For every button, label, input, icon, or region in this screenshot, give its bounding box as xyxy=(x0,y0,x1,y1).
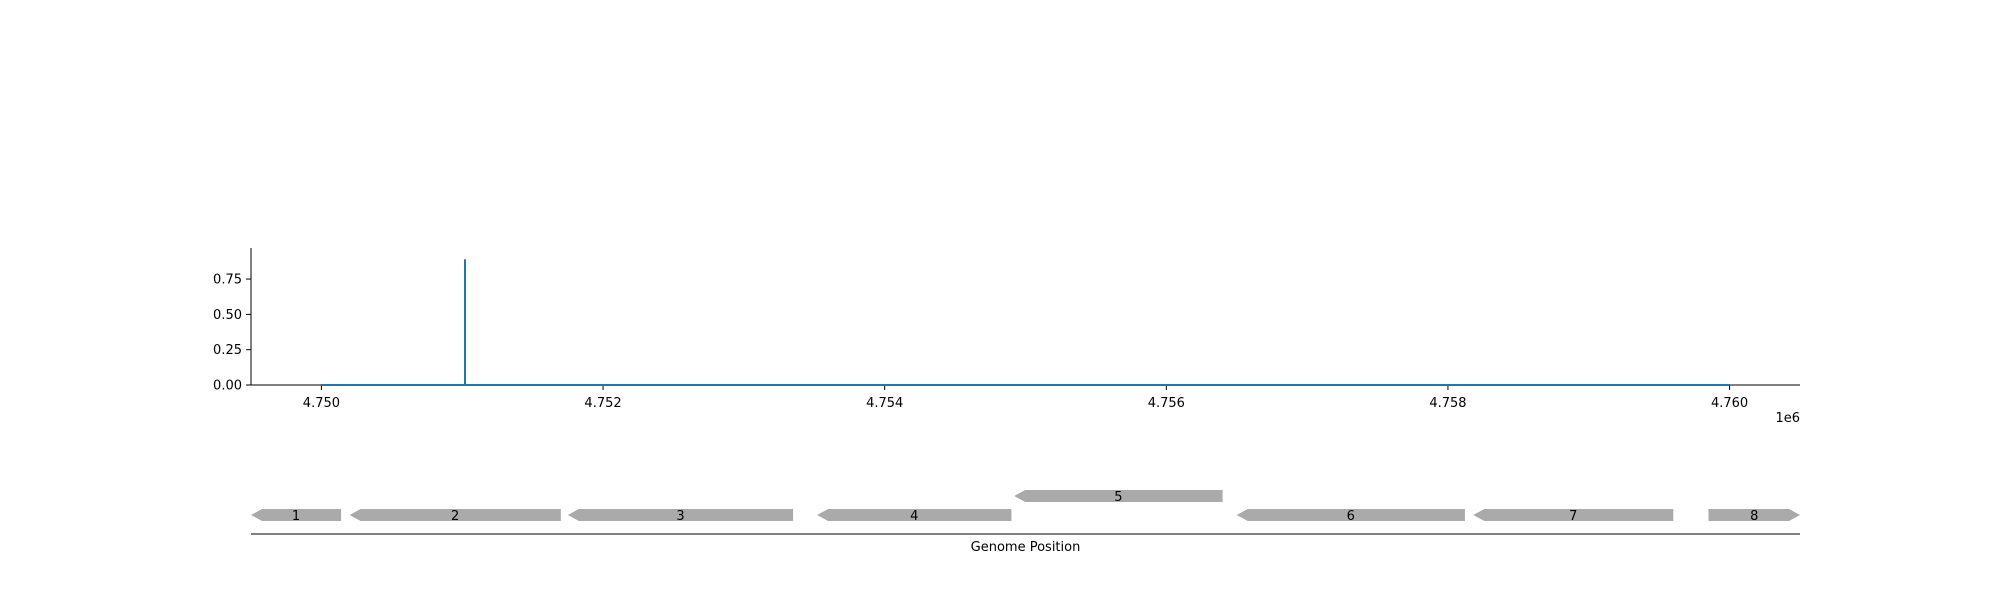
gene-label: 6 xyxy=(1347,509,1355,524)
x-tick-label: 4.752 xyxy=(584,396,621,411)
y-tick-label: 0.75 xyxy=(213,273,242,288)
gene-arrow xyxy=(251,509,342,521)
gene-arrow xyxy=(1473,509,1674,521)
gene-label: 5 xyxy=(1114,490,1122,505)
genes: 1 2 3 4 5 6 7 8 xyxy=(251,490,1800,524)
x-tick-label: 4.750 xyxy=(303,396,340,411)
coverage-series-line xyxy=(321,259,1730,386)
gene-arrow xyxy=(349,509,561,521)
gene-arrow xyxy=(567,509,794,521)
gene-label: 1 xyxy=(292,509,300,524)
y-tick-label: 0.50 xyxy=(213,308,242,323)
gene-track: 1 2 3 4 5 6 7 8 Genome Position xyxy=(251,490,1800,555)
x-offset-label: 1e6 xyxy=(1775,411,1800,426)
x-tick-label: 4.754 xyxy=(866,396,903,411)
gene-arrow xyxy=(817,509,1012,521)
y-tick-label: 0.25 xyxy=(213,343,242,358)
x-tick-label: 4.756 xyxy=(1148,396,1185,411)
gene-label: 8 xyxy=(1750,509,1758,524)
gene-arrow xyxy=(1236,509,1465,521)
x-tick-label: 4.758 xyxy=(1429,396,1466,411)
gene-track-xlabel: Genome Position xyxy=(971,540,1081,555)
gene-label: 4 xyxy=(910,509,918,524)
x-ticks: 4.750 4.752 4.754 4.756 4.758 4.760 xyxy=(303,385,1748,411)
y-tick-label: 0.00 xyxy=(213,379,242,394)
gene-arrow xyxy=(1708,509,1800,521)
y-ticks: 0.00 0.25 0.50 0.75 xyxy=(213,273,251,394)
gene-arrow xyxy=(1014,490,1223,502)
coverage-plot: 4.750 4.752 4.754 4.756 4.758 4.760 0.000.250… xyxy=(213,248,1800,426)
x-tick-label: 4.760 xyxy=(1711,396,1748,411)
gene-label: 2 xyxy=(451,509,459,524)
gene-label: 7 xyxy=(1569,509,1577,524)
gene-label: 3 xyxy=(676,509,684,524)
